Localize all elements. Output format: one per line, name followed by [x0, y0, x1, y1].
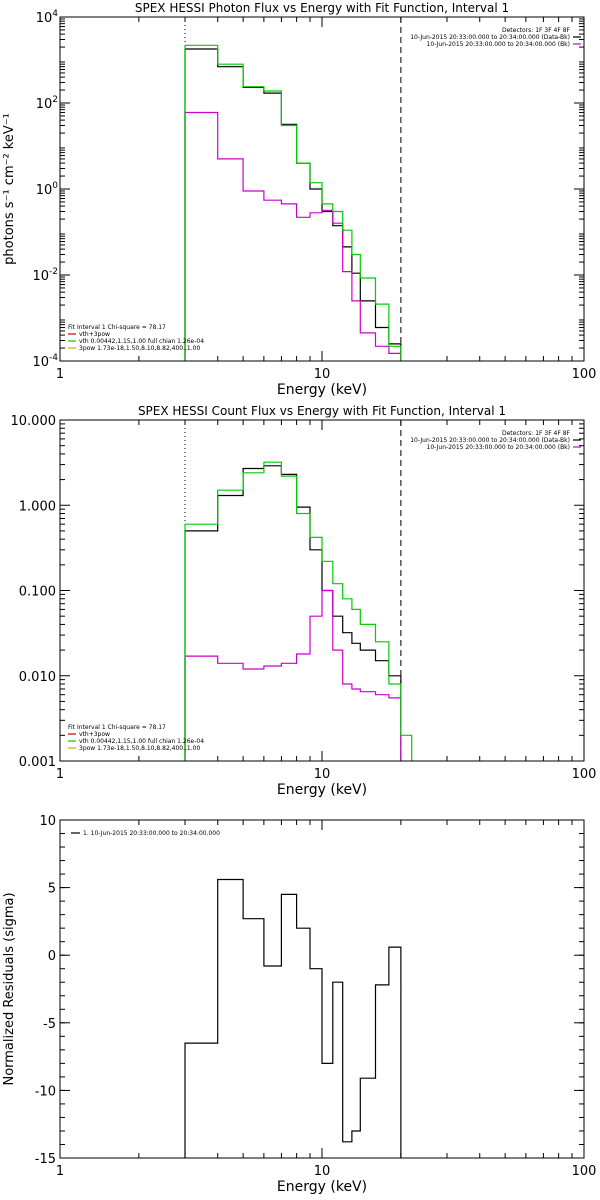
legend-entry: 1. 10-Jun-2015 20:33:00.000 to 20:34:00.…	[83, 830, 220, 837]
legend-detectors: Detectors: 1F 3F 4F 8F	[502, 27, 571, 34]
x-tick-label: 100	[572, 367, 597, 382]
x-tick-label: 1	[56, 1164, 64, 1179]
x-tick-label: 1	[56, 767, 64, 782]
y-axis-label: Normalized Residuals (sigma)	[2, 892, 17, 1085]
legend-entry: 3pow 1.73e-18,1.50,8.10,8.82,400.,1.00	[79, 345, 200, 352]
plot-frame	[59, 16, 585, 362]
legend-fit-interval: Fit Interval 1 Chi-square = 78.17	[68, 324, 166, 331]
y-tick-label: 10	[39, 814, 56, 829]
series-line-2	[184, 111, 402, 361]
x-tick-label: 100	[572, 1164, 597, 1179]
series-group	[184, 878, 402, 1158]
y-tick-label: 0.001	[19, 755, 56, 770]
x-axis-label: Energy (keV)	[277, 782, 367, 798]
legend-fit-interval: Fit Interval 1 Chi-square = 78.17	[68, 724, 166, 731]
x-axis-label: Energy (keV)	[277, 1179, 367, 1195]
legend-entry: vth+3pow	[79, 331, 110, 338]
y-tick-label: 102	[36, 95, 58, 112]
series-group	[184, 461, 413, 761]
x-tick-label: 10	[314, 367, 331, 382]
y-tick-label: 5	[48, 882, 56, 897]
y-tick-label: 0	[48, 949, 56, 964]
y-tick-label: 0.010	[19, 670, 56, 685]
legend-entry: 10-Jun-2015 20:33:00.000 to 20:34:00.000…	[427, 41, 570, 48]
legend-detectors: Detectors: 1F 3F 4F 8F	[502, 430, 571, 437]
y-axis-label: photons s⁻¹ cm⁻² keV⁻¹	[2, 113, 17, 265]
y-tick-label: 0.100	[19, 585, 56, 600]
series-line-1	[184, 465, 402, 761]
y-tick-label: 10.000	[11, 414, 57, 429]
chart-2: SPEX HESSI Count Flux vs Energy with Fit…	[11, 404, 597, 798]
y-tick-label: 10-2	[32, 267, 58, 284]
series-line-1	[184, 878, 402, 1158]
x-tick-label: 100	[572, 767, 597, 782]
x-tick-label: 1	[56, 367, 64, 382]
series-line-1	[184, 48, 402, 361]
series-line-3	[184, 461, 413, 761]
y-tick-label: -5	[43, 1017, 56, 1032]
legend-entry: 10-Jun-2015 20:33:00.000 to 20:34:00.000…	[410, 34, 570, 41]
chart-title: SPEX HESSI Count Flux vs Energy with Fit…	[138, 404, 506, 418]
chart-title: SPEX HESSI Photon Flux vs Energy with Fi…	[135, 1, 509, 15]
legend-entry: 10-Jun-2015 20:33:00.000 to 20:34:00.000…	[410, 437, 570, 444]
series-group	[184, 44, 402, 361]
x-tick-label: 10	[314, 1164, 331, 1179]
chart-1: SPEX HESSI Photon Flux vs Energy with Fi…	[2, 1, 596, 398]
series-line-3	[184, 44, 402, 361]
legend-entry: vth 0.00442,1.15,1.00 full chian 1.26e-0…	[79, 738, 204, 745]
y-tick-label: 100	[36, 181, 59, 198]
series-line-2	[184, 589, 402, 761]
legend-entry: 10-Jun-2015 20:33:00.000 to 20:34:00.000…	[427, 444, 570, 451]
chart-3: 1 10 100 Energy (keV) -15 -10 -5 0 5 10 Normalized…	[2, 814, 596, 1195]
legend-entry: 3pow 1.73e-18,1.50,8.10,8.82,400.,1.00	[79, 745, 200, 752]
plot-frame	[59, 819, 585, 1159]
x-axis-label: Energy (keV)	[277, 382, 367, 398]
y-tick-label: 104	[36, 9, 59, 26]
y-tick-label: 1.000	[19, 499, 56, 514]
legend-entry: vth 0.00442,1.15,1.00 full chian 1.26e-0…	[79, 338, 204, 345]
y-tick-label: -15	[35, 1152, 56, 1167]
plot-frame	[59, 419, 585, 762]
legend-entry: vth+3pow	[79, 731, 110, 738]
y-tick-label: 10-4	[32, 353, 58, 370]
y-tick-label: -10	[35, 1084, 56, 1099]
x-tick-label: 10	[314, 767, 331, 782]
